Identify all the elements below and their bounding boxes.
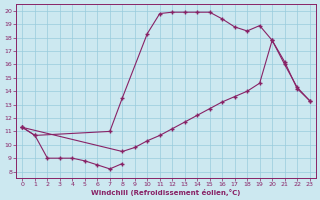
X-axis label: Windchill (Refroidissement éolien,°C): Windchill (Refroidissement éolien,°C) bbox=[91, 189, 241, 196]
